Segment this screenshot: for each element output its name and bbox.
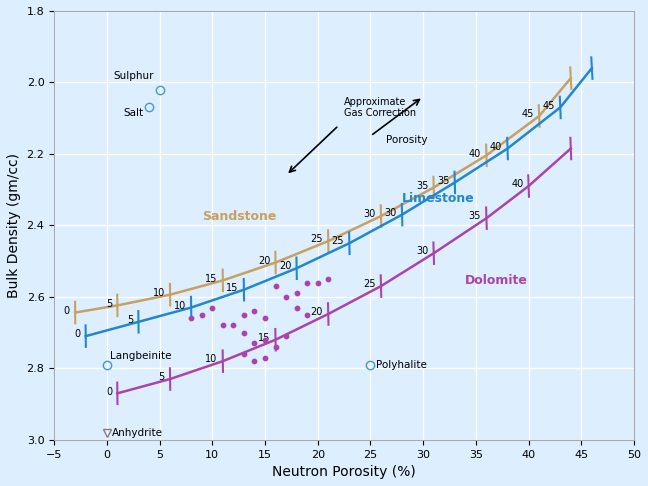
Point	[281, 293, 291, 301]
Text: Approximate
Gas Correction: Approximate Gas Correction	[344, 97, 416, 119]
Point	[260, 314, 270, 322]
Point	[270, 343, 281, 351]
Point	[270, 282, 281, 290]
Point	[249, 357, 260, 365]
Text: 10: 10	[174, 301, 186, 311]
Text: Salt: Salt	[124, 108, 144, 119]
Point	[218, 322, 228, 330]
Text: 20: 20	[258, 256, 270, 266]
Y-axis label: Bulk Density (gm/cc): Bulk Density (gm/cc)	[7, 153, 21, 298]
Text: 40: 40	[469, 149, 481, 158]
Text: 10: 10	[152, 288, 165, 298]
Text: Sulphur: Sulphur	[114, 71, 154, 81]
Point	[292, 304, 302, 312]
Point	[312, 278, 323, 286]
Text: Langbeinite: Langbeinite	[110, 351, 172, 362]
Text: 15: 15	[226, 283, 238, 293]
Point	[186, 314, 196, 322]
Text: 20: 20	[310, 307, 323, 317]
Text: 30: 30	[384, 208, 397, 218]
Text: 35: 35	[416, 181, 428, 191]
Text: 35: 35	[469, 211, 481, 222]
Text: Anhydrite: Anhydrite	[112, 428, 163, 438]
Point	[196, 311, 207, 319]
Point	[249, 339, 260, 347]
Point	[323, 275, 334, 283]
Point	[207, 304, 218, 312]
Text: Porosity: Porosity	[386, 135, 428, 145]
Text: 25: 25	[364, 279, 376, 289]
Text: 5: 5	[159, 372, 165, 382]
Text: 0: 0	[106, 386, 112, 397]
Text: 15: 15	[205, 274, 218, 284]
Point	[302, 278, 312, 286]
Text: Sandstone: Sandstone	[202, 210, 276, 223]
Text: 0: 0	[64, 306, 70, 316]
Text: 25: 25	[332, 237, 344, 246]
Text: 5: 5	[127, 315, 133, 325]
Text: 35: 35	[437, 176, 450, 186]
Text: 10: 10	[205, 354, 218, 364]
Text: 20: 20	[279, 261, 292, 272]
X-axis label: Neutron Porosity (%): Neutron Porosity (%)	[272, 465, 416, 479]
Point	[228, 322, 238, 330]
Point	[260, 354, 270, 362]
Point	[260, 336, 270, 344]
Point	[302, 311, 312, 319]
Text: 45: 45	[522, 109, 534, 119]
Point	[281, 332, 291, 340]
Text: 45: 45	[542, 101, 555, 111]
Point	[292, 289, 302, 297]
Text: 30: 30	[364, 209, 376, 219]
Text: 15: 15	[258, 333, 270, 343]
Text: Dolomite: Dolomite	[465, 274, 528, 287]
Text: 30: 30	[416, 246, 428, 257]
Text: 5: 5	[106, 298, 112, 309]
Text: 25: 25	[310, 234, 323, 244]
Text: 40: 40	[490, 142, 502, 152]
Text: Limestone: Limestone	[402, 192, 475, 205]
Text: Polyhalite: Polyhalite	[376, 360, 426, 370]
Point	[238, 329, 249, 336]
Text: 0: 0	[75, 330, 80, 339]
Text: 40: 40	[511, 179, 524, 189]
Point	[249, 307, 260, 315]
Point	[238, 311, 249, 319]
Point	[238, 350, 249, 358]
